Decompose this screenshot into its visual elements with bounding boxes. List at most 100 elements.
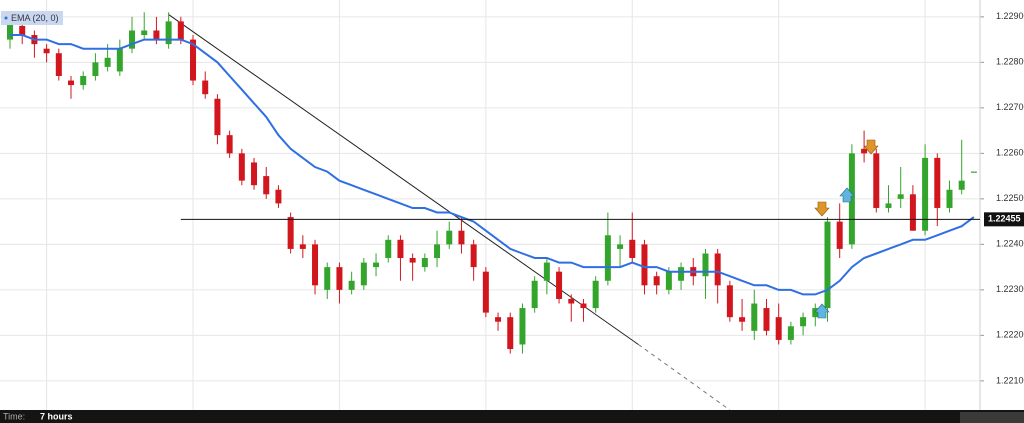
- candle-body: [409, 258, 416, 263]
- candle-body: [324, 267, 331, 290]
- candle-body: [665, 271, 672, 290]
- y-tick-label: 1.22800: [996, 57, 1024, 67]
- candle-body: [495, 317, 502, 322]
- axis-corner: [960, 412, 1024, 423]
- candle-body: [824, 221, 831, 309]
- candle-body: [885, 203, 892, 208]
- y-tick-label: 1.22900: [996, 11, 1024, 21]
- candle-body: [312, 244, 319, 286]
- candle-body: [7, 21, 14, 40]
- legend-label: EMA (20, 0): [11, 13, 59, 23]
- y-tick-label: 1.22400: [996, 239, 1024, 249]
- candle-body: [726, 285, 733, 318]
- candle-body: [226, 135, 233, 154]
- candle-body: [519, 308, 526, 345]
- candle-body: [934, 157, 941, 208]
- candle-body: [446, 230, 453, 245]
- legend: EMA (20, 0): [1, 11, 63, 25]
- buy-signal: [814, 303, 830, 319]
- candle-body: [421, 258, 428, 268]
- candle-body: [556, 271, 563, 299]
- candle-body: [580, 303, 587, 309]
- y-tick-label: 1.22600: [996, 148, 1024, 158]
- candle-body: [702, 253, 709, 277]
- candle-body: [739, 317, 746, 322]
- candle-body: [751, 303, 758, 331]
- candle-body: [617, 244, 624, 249]
- candle-body: [238, 153, 245, 181]
- candle-body: [202, 80, 209, 95]
- candle-body: [458, 230, 465, 245]
- candle-body: [812, 308, 819, 318]
- candle-body: [543, 262, 550, 281]
- sell-signal: [814, 201, 830, 217]
- candle-body: [909, 194, 916, 231]
- candle-body: [68, 80, 75, 86]
- candle-body: [958, 180, 965, 190]
- candle-body: [141, 30, 148, 36]
- candle-body: [299, 244, 306, 249]
- candle-body: [848, 153, 855, 245]
- candle-body: [775, 317, 782, 340]
- candle-body: [348, 280, 355, 290]
- toolbar-label: Time:: [3, 411, 25, 421]
- candle-body: [629, 239, 636, 259]
- candle-body: [104, 57, 111, 67]
- buy-signal: [839, 187, 855, 203]
- candle-body: [251, 162, 258, 186]
- candle-body: [970, 171, 977, 173]
- candle-body: [397, 239, 404, 259]
- candle-body: [434, 244, 441, 259]
- y-tick-label: 1.22500: [996, 193, 1024, 203]
- y-tick-label: 1.22200: [996, 330, 1024, 340]
- candle-body: [787, 326, 794, 340]
- candle-body: [678, 267, 685, 281]
- candle-body: [287, 217, 294, 249]
- candle-body: [604, 235, 611, 281]
- candle-body: [482, 271, 489, 313]
- candle-body: [470, 244, 477, 268]
- candle-body: [641, 244, 648, 286]
- candle-body: [214, 98, 221, 136]
- price-tag: [984, 212, 1024, 227]
- candle-body: [653, 276, 660, 286]
- y-tick-label: 1.22100: [996, 375, 1024, 385]
- legend-swatch: [4, 16, 8, 20]
- candle-body: [861, 148, 868, 154]
- candle-body: [275, 189, 282, 204]
- candle-body: [800, 317, 807, 327]
- candle-body: [80, 75, 87, 86]
- candle-body: [116, 48, 123, 72]
- candle-body: [153, 30, 160, 40]
- candle-body: [836, 221, 843, 249]
- candle-body: [922, 157, 929, 231]
- candle-body: [592, 280, 599, 309]
- signal-markers: [814, 139, 879, 319]
- candle-body: [92, 62, 99, 76]
- candle-body: [165, 21, 172, 45]
- candle-body: [531, 280, 538, 309]
- candle-body: [177, 21, 184, 40]
- sell-signal: [863, 139, 879, 155]
- legend-box: [1, 11, 63, 25]
- candle-body: [19, 25, 26, 36]
- candle-body: [373, 262, 380, 268]
- price-tag-label: 1.22455: [988, 214, 1021, 224]
- candle-body: [190, 39, 197, 81]
- candle-body: [336, 267, 343, 290]
- toolbar-value[interactable]: 7 hours: [40, 411, 73, 421]
- candle-body: [263, 176, 270, 195]
- candle-body: [946, 189, 953, 208]
- y-tick-label: 1.22300: [996, 284, 1024, 294]
- candle-body: [873, 153, 880, 208]
- candle-body: [507, 317, 514, 350]
- candle-body: [55, 53, 62, 76]
- candle-body: [360, 262, 367, 286]
- candle-body: [129, 30, 136, 49]
- candle-body: [763, 308, 770, 331]
- trendline-extension: [638, 344, 731, 411]
- candle-body: [385, 239, 392, 259]
- candle-body: [568, 298, 575, 304]
